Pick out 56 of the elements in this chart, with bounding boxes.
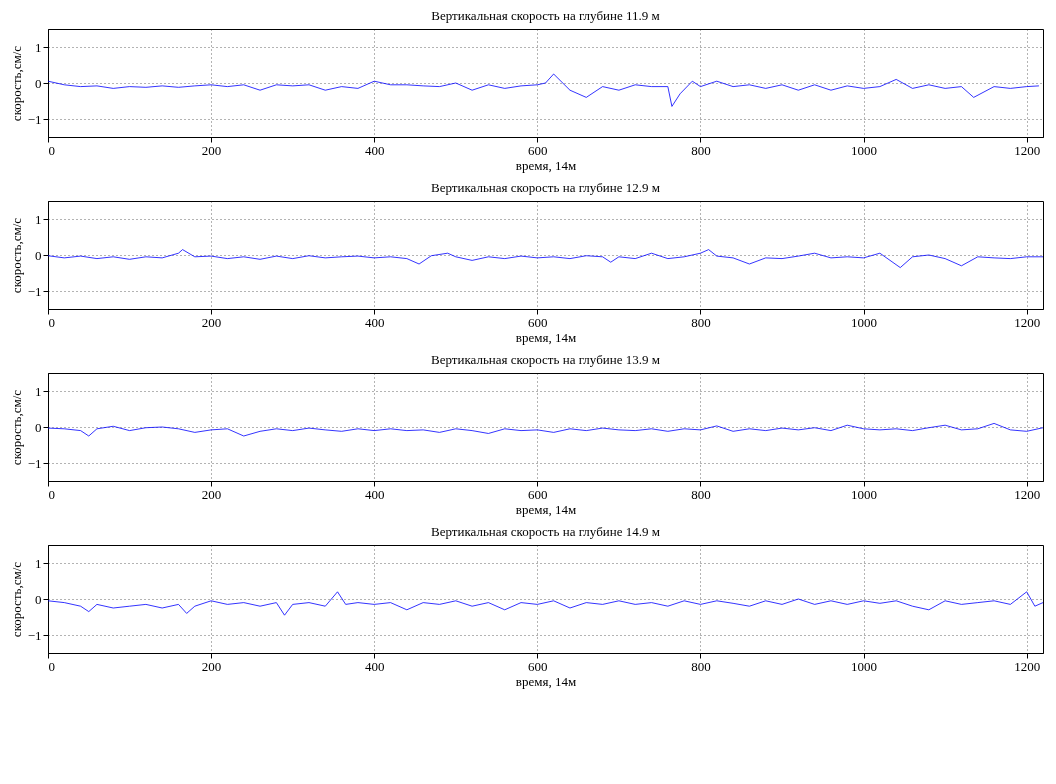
- y-tick-label: −1: [27, 283, 42, 299]
- line-series: [47, 73, 1040, 107]
- x-tick-label: 0: [48, 142, 55, 158]
- x-tick-label: 200: [201, 658, 222, 674]
- line-series: [47, 423, 1044, 437]
- chart-title: Вертикальная скорость на глубине 13.9 м: [431, 352, 660, 367]
- x-tick-label: 0: [48, 658, 55, 674]
- x-axis-title: время, 14м: [515, 329, 577, 345]
- y-axis-title: скорость,см/с: [8, 217, 24, 294]
- line-series: [47, 591, 1044, 616]
- x-tick-label: 600: [528, 314, 548, 330]
- x-tick-label: 800: [691, 314, 711, 330]
- x-tick-label: 1000: [851, 142, 878, 158]
- x-tick-label: 600: [528, 658, 548, 674]
- x-tick-label: 600: [528, 486, 548, 502]
- x-tick-label: 400: [364, 314, 385, 330]
- y-tick-label: 0: [35, 591, 42, 607]
- chart-title: Вертикальная скорость на глубине 11.9 м: [431, 8, 660, 23]
- x-tick-label: 400: [364, 142, 385, 158]
- x-tick-label: 800: [691, 486, 711, 502]
- x-tick-label: 800: [691, 142, 711, 158]
- x-tick-label: 200: [201, 142, 222, 158]
- x-tick-label: 1200: [1014, 314, 1041, 330]
- x-tick-label: 200: [201, 314, 222, 330]
- x-axis-title: время, 14м: [515, 673, 577, 689]
- x-tick-label: 1000: [851, 658, 878, 674]
- y-tick-label: −1: [27, 627, 42, 643]
- y-axis-title: скорость,см/с: [8, 45, 24, 122]
- y-tick-label: 1: [35, 211, 42, 227]
- x-tick-label: 800: [691, 658, 711, 674]
- x-tick-label: 1200: [1014, 142, 1041, 158]
- y-tick-label: 0: [35, 419, 42, 435]
- y-tick-label: 1: [35, 555, 42, 571]
- x-tick-label: 1200: [1014, 486, 1041, 502]
- y-tick-label: 0: [35, 247, 42, 263]
- y-tick-label: 1: [35, 39, 42, 55]
- x-tick-label: 200: [201, 486, 222, 502]
- x-tick-label: 600: [528, 142, 548, 158]
- chart-title: Вертикальная скорость на глубине 12.9 м: [431, 180, 660, 195]
- y-tick-label: −1: [27, 455, 42, 471]
- x-tick-label: 1200: [1014, 658, 1041, 674]
- y-axis-title: скорость,см/с: [8, 561, 24, 638]
- x-axis-title: время, 14м: [515, 501, 577, 517]
- line-series: [47, 249, 1044, 268]
- x-tick-label: 0: [48, 486, 55, 502]
- y-tick-label: 0: [35, 75, 42, 91]
- x-tick-label: 0: [48, 314, 55, 330]
- y-tick-label: 1: [35, 383, 42, 399]
- x-tick-label: 400: [364, 658, 385, 674]
- chart-title: Вертикальная скорость на глубине 14.9 м: [431, 524, 660, 539]
- y-axis-title: скорость,см/с: [8, 389, 24, 466]
- x-tick-label: 400: [364, 486, 385, 502]
- y-tick-label: −1: [27, 111, 42, 127]
- x-tick-label: 1000: [851, 486, 878, 502]
- x-axis-title: время, 14м: [515, 157, 577, 173]
- x-tick-label: 1000: [851, 314, 878, 330]
